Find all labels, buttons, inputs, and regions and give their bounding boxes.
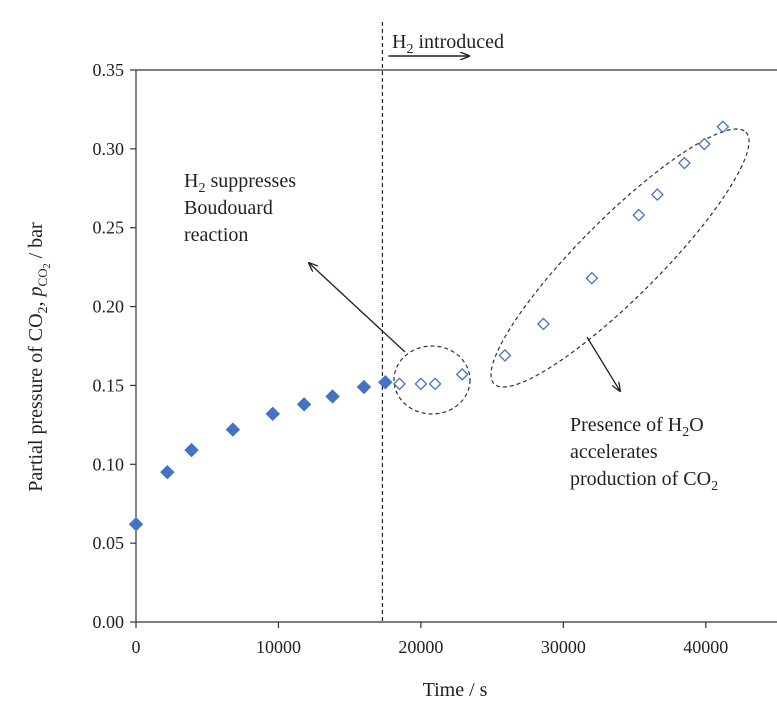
h2o-arrow — [586, 336, 620, 391]
x-tick-label: 10000 — [256, 637, 301, 657]
x-axis-title: Time / s — [423, 679, 488, 701]
y-tick-label: 0.20 — [93, 297, 125, 317]
data-point-open — [536, 317, 550, 331]
data-point-open — [455, 367, 469, 381]
overlay — [309, 22, 750, 622]
x-tick-label: 20000 — [398, 637, 443, 657]
y-axis-title-text: Partial pressure of CO — [25, 313, 47, 491]
data-point-filled — [296, 397, 312, 412]
boudouard-arrow — [309, 263, 406, 353]
annotation-boudouard-line3: reaction — [184, 224, 248, 246]
annotation-h2o: Presence of H2O accelerates production o… — [570, 414, 718, 494]
y-tick-label: 0.05 — [93, 533, 125, 553]
y-axis-title: Partial pressure of CO2, pCO2 / bar — [25, 222, 53, 492]
x-tick-label: 40000 — [683, 637, 728, 657]
data-point-open — [414, 377, 428, 391]
data-point-filled — [128, 517, 144, 532]
y-tick-label: 0.25 — [93, 218, 125, 238]
data-point-open — [498, 349, 512, 362]
data-point-filled — [184, 442, 199, 458]
y-tick-label: 0.15 — [93, 375, 125, 395]
rise-ellipse — [490, 128, 750, 388]
data-point-open — [650, 188, 664, 202]
y-tick-label: 0.00 — [93, 612, 125, 632]
data-point-filled — [356, 379, 372, 395]
data-point-open — [697, 137, 711, 151]
data-point-filled — [225, 422, 241, 437]
data-point-open — [716, 120, 730, 134]
x-tick-labels: 0 10000 20000 30000 40000 — [132, 637, 729, 657]
data-point-open — [393, 377, 406, 391]
y-axis-title-symbol: p — [25, 286, 47, 298]
y-tick-label: 0.10 — [93, 454, 125, 474]
data-point-filled — [265, 406, 280, 422]
data-point-open — [677, 156, 691, 170]
data-point-filled — [160, 464, 175, 480]
y-axis-title-symbol-subsub: 2 — [42, 263, 53, 268]
y-tick-labels: 0.00 0.05 0.10 0.15 0.20 0.25 0.30 0.35 — [93, 60, 125, 632]
h2-introduced-label: H2 introduced — [392, 31, 504, 57]
annotation-boudouard: H2 suppresses Boudouard reaction — [184, 170, 301, 246]
annotation-h2o-line1: Presence of H2O — [570, 414, 704, 440]
x-tick-label: 0 — [132, 637, 141, 657]
y-axis-title-sub: 2 — [36, 306, 51, 313]
annotation-boudouard-line1: H2 suppresses — [184, 170, 296, 196]
data-point-filled — [378, 375, 393, 390]
plateau-ellipse — [393, 345, 471, 415]
y-tick-label: 0.30 — [93, 139, 125, 159]
annotation-h2o-line2: accelerates — [570, 441, 658, 463]
annotation-h2o-line3: production of CO2 — [570, 468, 718, 494]
data-point-open — [428, 377, 442, 391]
y-axis-title-unit: / bar — [25, 222, 47, 263]
y-axis-title-symbol-sub: CO — [35, 268, 50, 286]
axes — [130, 69, 777, 628]
annotation-boudouard-line2: Boudouard — [184, 197, 273, 219]
data-point-filled — [325, 389, 340, 404]
data-point-open — [632, 208, 646, 222]
data-point-open — [585, 271, 599, 285]
y-tick-label: 0.35 — [93, 60, 125, 80]
y-axis-title-sep: , — [25, 296, 47, 306]
data-marks — [128, 120, 730, 532]
x-tick-label: 30000 — [541, 637, 586, 657]
